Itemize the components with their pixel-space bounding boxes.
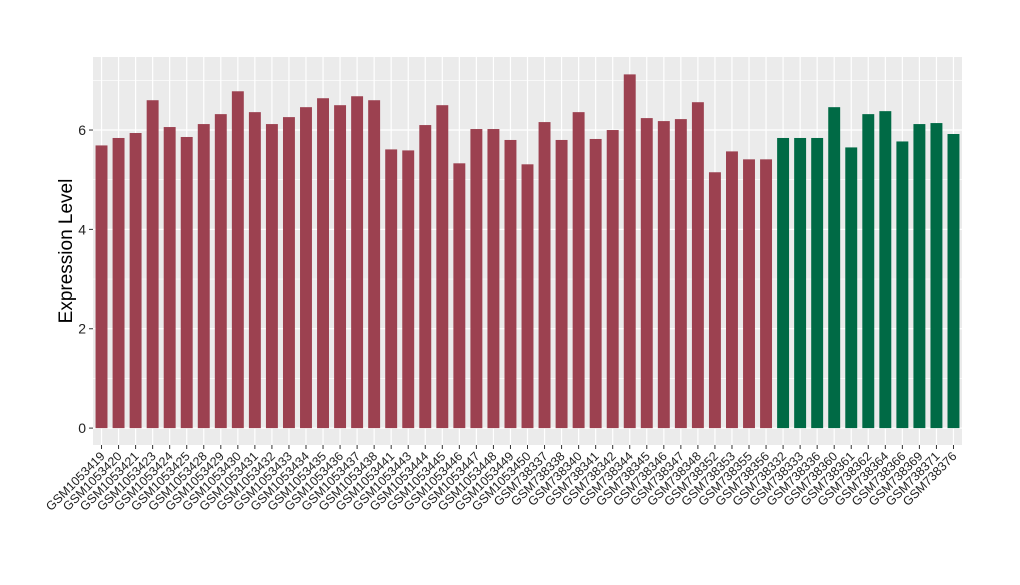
bar-GSM738360 — [828, 107, 841, 429]
bar-GSM1053429 — [214, 114, 227, 429]
bar-GSM1053425 — [180, 136, 193, 429]
bar-GSM1053445 — [436, 105, 449, 429]
bar-GSM1053430 — [231, 91, 244, 429]
bar-GSM738340 — [572, 112, 585, 429]
bar-GSM738361 — [845, 147, 858, 429]
bar-GSM1053424 — [163, 127, 176, 429]
bar-GSM1053437 — [351, 96, 364, 429]
bar-GSM1053419 — [95, 145, 108, 429]
bar-GSM738348 — [691, 102, 704, 429]
bar-GSM738371 — [930, 123, 943, 429]
bar-GSM738342 — [606, 130, 619, 429]
bar-GSM1053446 — [453, 163, 466, 429]
x-axis: GSM1053419GSM1053420GSM1053421GSM1053423… — [43, 445, 960, 514]
bar-GSM738341 — [589, 138, 602, 429]
bar-GSM738353 — [726, 151, 738, 429]
bar-GSM738364 — [879, 111, 892, 429]
bar-GSM1053436 — [334, 105, 347, 429]
bar-GSM1053433 — [282, 117, 295, 429]
y-tick-label: 0 — [78, 420, 86, 436]
bar-GSM1053438 — [368, 100, 381, 429]
bar-GSM738356 — [760, 159, 773, 429]
bar-GSM738344 — [623, 74, 636, 429]
bar-GSM738338 — [555, 139, 568, 429]
bar-GSM1053447 — [470, 129, 483, 429]
bar-GSM738362 — [862, 114, 875, 429]
bar-GSM738332 — [777, 137, 790, 429]
bar-GSM1053420 — [112, 137, 125, 429]
bar-GSM1053448 — [487, 129, 500, 429]
bar-GSM738345 — [640, 118, 653, 429]
bar-GSM1053444 — [419, 125, 432, 429]
bar-GSM738355 — [743, 159, 755, 429]
y-tick-label: 4 — [78, 221, 86, 237]
y-axis-label: Expression Level — [56, 179, 77, 324]
bar-GSM738347 — [674, 119, 687, 429]
bar-GSM1053449 — [504, 139, 517, 429]
bars — [95, 74, 960, 429]
bar-GSM738346 — [657, 121, 670, 429]
bar-GSM1053443 — [402, 150, 415, 429]
bar-GSM738366 — [896, 141, 909, 429]
bar-GSM1053441 — [385, 149, 398, 429]
bar-GSM1053431 — [248, 112, 261, 429]
bar-GSM1053435 — [317, 98, 329, 429]
bar-GSM1053423 — [146, 100, 159, 429]
bar-GSM1053432 — [265, 124, 278, 429]
bar-GSM1053450 — [521, 164, 534, 429]
y-tick-label: 6 — [78, 122, 86, 138]
y-axis: 0 2 4 6 — [78, 122, 93, 436]
bar-GSM738337 — [538, 122, 551, 429]
bar-GSM738352 — [708, 172, 721, 429]
bar-GSM738336 — [811, 137, 824, 429]
bar-GSM1053428 — [197, 124, 210, 429]
y-tick-label: 2 — [78, 321, 86, 337]
bar-GSM1053434 — [300, 107, 312, 429]
bar-GSM738369 — [913, 124, 926, 429]
bar-GSM738376 — [947, 134, 960, 429]
bar-GSM1053421 — [129, 133, 142, 429]
bar-GSM738333 — [794, 137, 807, 429]
